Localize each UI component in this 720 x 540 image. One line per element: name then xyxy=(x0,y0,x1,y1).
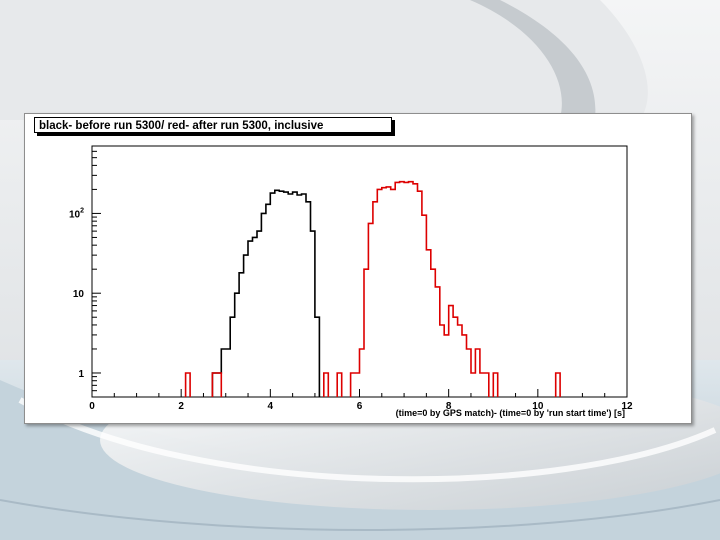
x-tick-label: 6 xyxy=(357,401,363,412)
x-tick-label: 0 xyxy=(89,401,95,412)
y-tick-label: 1 xyxy=(78,369,84,380)
histogram-panel: 0 2 4 6 8 10 12 1 10 102 (time=0 by GPS match)- … xyxy=(24,113,692,424)
chart-title: black- before run 5300/ red- after run 5… xyxy=(34,117,392,133)
y-minor-ticks xyxy=(92,145,101,398)
series-after-run-5300 xyxy=(184,180,561,397)
x-tick-label: 10 xyxy=(532,401,544,412)
x-tick-labels: 0 2 4 6 8 10 12 xyxy=(89,401,633,412)
x-tick-label: 2 xyxy=(178,401,184,412)
y-tick-label: 10 xyxy=(73,289,85,300)
histogram-series xyxy=(184,180,561,397)
series-before-run-5300 xyxy=(211,189,321,397)
y-tick-labels: 1 10 102 xyxy=(69,207,84,380)
x-axis-ticks xyxy=(91,389,628,397)
x-axis-title: (time=0 by GPS match)- (time=0 by 'run s… xyxy=(396,408,625,418)
histogram-plot: 0 2 4 6 8 10 12 1 10 102 (time=0 by GPS match)- … xyxy=(69,145,633,418)
y-tick-label: 102 xyxy=(69,207,84,220)
x-tick-label: 4 xyxy=(268,401,274,412)
x-tick-label: 8 xyxy=(446,401,452,412)
x-tick-label: 12 xyxy=(621,401,633,412)
